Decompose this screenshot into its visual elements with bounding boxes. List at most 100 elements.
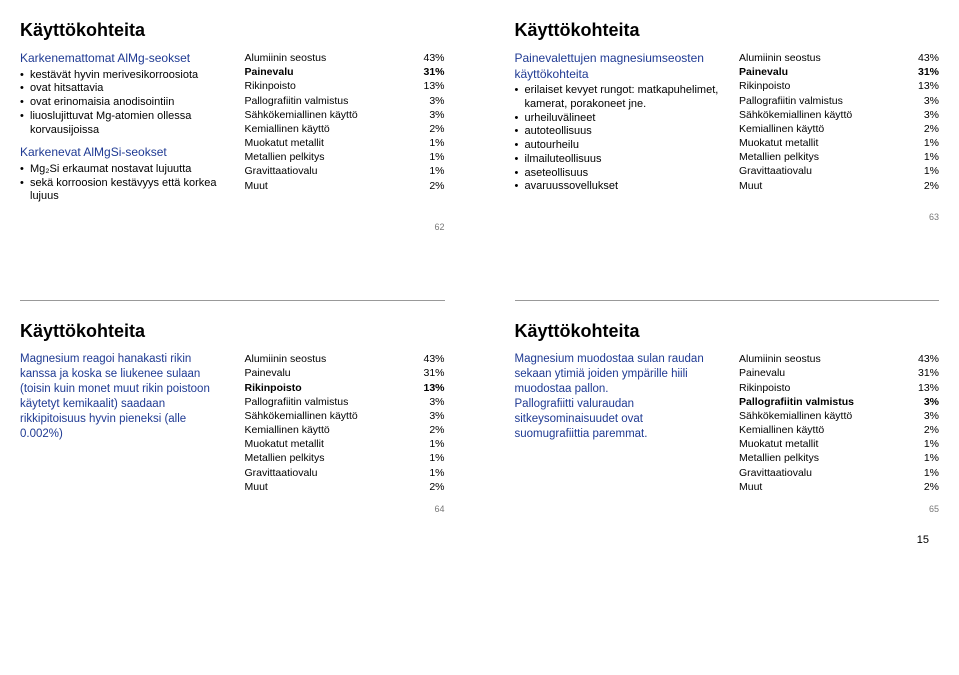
row-value: 2% (429, 423, 444, 437)
usage-table: Alumiinin seostus43%Painevalu31%Rikinpoi… (245, 352, 445, 494)
bullet-item: liuoslujittuvat Mg-atomien ollessa korva… (20, 110, 225, 138)
row-label: Metallien pelkitys (245, 150, 325, 164)
table-row: Kemiallinen käyttö2% (245, 122, 445, 136)
bullet-item: erilaiset kevyet rungot: matkapuhelimet,… (515, 84, 720, 112)
row-label: Muokatut metallit (245, 136, 324, 150)
slide-title: Käyttökohteita (515, 20, 940, 41)
row-label: Painevalu (739, 65, 788, 79)
row-label: Sähkökemiallinen käyttö (739, 409, 852, 423)
row-value: 43% (423, 51, 444, 65)
row-value: 3% (924, 409, 939, 423)
slide-number: 63 (515, 212, 940, 222)
slide-number: 64 (20, 504, 445, 514)
row-value: 3% (924, 94, 939, 108)
bullet-item: ovat erinomaisia anodisointiin (20, 96, 225, 110)
row-value: 2% (924, 480, 939, 494)
table-row: Gravittaatiovalu1% (739, 466, 939, 480)
row-value: 2% (429, 122, 444, 136)
table-row: Painevalu31% (739, 65, 939, 79)
bullet-item: autourheilu (515, 139, 720, 153)
separator (20, 300, 445, 301)
bullet-item: autoteollisuus (515, 125, 720, 139)
row-value: 31% (918, 366, 939, 380)
slide62-left: Karkenemattomat AlMg-seokset kestävät hy… (20, 51, 225, 212)
row-value: 31% (423, 65, 444, 79)
bullets: kestävät hyvin merivesikorroosiotaovat h… (20, 69, 225, 138)
table-row: Pallografiitin valmistus3% (739, 94, 939, 108)
slide-number: 62 (20, 222, 445, 232)
bullet-item: kestävät hyvin merivesikorroosiota (20, 69, 225, 83)
row-value: 1% (429, 150, 444, 164)
row-label: Gravittaatiovalu (245, 164, 318, 178)
subhead: Karkenemattomat AlMg-seokset (20, 51, 225, 67)
table-row: Gravittaatiovalu1% (245, 164, 445, 178)
table-row: Alumiinin seostus 43% (245, 352, 445, 366)
bullet-item: sekä korroosion kestävyys että korkea lu… (20, 177, 225, 205)
row-label: Alumiinin seostus (245, 352, 327, 366)
row-value: 3% (429, 108, 444, 122)
bullet-item: ovat hitsattavia (20, 82, 225, 96)
slide-65: Käyttökohteita Magnesium muodostaa sulan… (515, 292, 940, 514)
row-label: Painevalu (739, 366, 785, 380)
row-value: 1% (429, 466, 444, 480)
separator (515, 300, 940, 301)
table-row: Muut2% (739, 179, 939, 193)
row-label: Muut (245, 179, 268, 193)
row-label: Muokatut metallit (245, 437, 324, 451)
row-label: Gravittaatiovalu (739, 164, 812, 178)
table-row: Muut2% (245, 480, 445, 494)
row-label: Metallien pelkitys (739, 451, 819, 465)
table-row: Sähkökemiallinen käyttö 3% (739, 409, 939, 423)
row-value: 43% (918, 51, 939, 65)
row-value: 2% (429, 179, 444, 193)
table-row: Rikinpoisto13% (245, 79, 445, 93)
table-row: Metallien pelkitys 1% (739, 451, 939, 465)
table-row: Rikinpoisto13% (739, 381, 939, 395)
row-label: Rikinpoisto (739, 381, 790, 395)
table-row: Kemiallinen käyttö2% (739, 423, 939, 437)
bullets: Mg₂Si erkaumat nostavat lujuuttasekä kor… (20, 163, 225, 204)
table-row: Sähkökemiallinen käyttö3% (739, 108, 939, 122)
table-row: Alumiinin seostus43% (739, 51, 939, 65)
row-label: Alumiinin seostus (739, 352, 821, 366)
row-label: Muut (245, 480, 268, 494)
slide64-left: Magnesium reagoi hanakasti rikin kanssa … (20, 352, 225, 494)
row-label: Kemiallinen käyttö (739, 122, 824, 136)
row-value: 1% (924, 136, 939, 150)
paragraph: Magnesium reagoi hanakasti rikin kanssa … (20, 352, 225, 442)
row-value: 1% (429, 451, 444, 465)
table-row: Painevalu 31% (245, 65, 445, 79)
row-value: 1% (924, 164, 939, 178)
bullet-item: urheiluvälineet (515, 112, 720, 126)
table-row: Pallografiitin valmistus3% (739, 395, 939, 409)
slide-title: Käyttökohteita (20, 321, 445, 342)
table-row: Kemiallinen käyttö2% (739, 122, 939, 136)
usage-table: Alumiinin seostus43%Painevalu31%Rikinpoi… (739, 51, 939, 202)
slide65-left: Magnesium muodostaa sulan raudan sekaan … (515, 352, 720, 494)
row-value: 1% (924, 150, 939, 164)
row-label: Alumiinin seostus (245, 51, 327, 65)
row-label: Pallografiitin valmistus (739, 395, 854, 409)
row-value: 13% (423, 79, 444, 93)
row-label: Kemiallinen käyttö (739, 423, 824, 437)
table-row: Pallografiitin valmistus3% (245, 395, 445, 409)
row-value: 13% (423, 381, 444, 395)
table-row: Muokatut metallit1% (739, 437, 939, 451)
row-label: Metallien pelkitys (739, 150, 819, 164)
row-value: 43% (423, 352, 444, 366)
slide-title: Käyttökohteita (515, 321, 940, 342)
bullet-item: ilmailuteollisuus (515, 153, 720, 167)
table-row: Alumiinin seostus 43% (245, 51, 445, 65)
row-value: 3% (429, 409, 444, 423)
row-value: 13% (918, 79, 939, 93)
table-row: Kemiallinen käyttö2% (245, 423, 445, 437)
row-label: Muut (739, 179, 762, 193)
row-label: Muut (739, 480, 762, 494)
row-value: 1% (924, 451, 939, 465)
row-label: Rikinpoisto (739, 79, 790, 93)
row-label: Painevalu (245, 65, 294, 79)
row-value: 3% (924, 108, 939, 122)
row-label: Pallografiitin valmistus (245, 94, 349, 108)
row-label: Sähkökemiallinen käyttö (245, 409, 358, 423)
table-row: Muut 2% (245, 179, 445, 193)
